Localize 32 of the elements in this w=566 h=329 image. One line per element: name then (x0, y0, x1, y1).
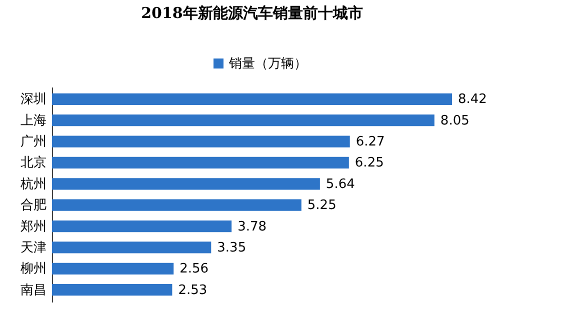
data-label: 2.53 (178, 282, 208, 298)
data-label: 5.64 (326, 176, 355, 192)
bar (52, 178, 320, 190)
bar (52, 136, 350, 148)
chart-title: 2018年新能源汽车销量前十城市 (141, 4, 363, 22)
y-tick-label: 广州 (20, 134, 46, 150)
data-label: 3.35 (217, 240, 246, 256)
data-label: 5.25 (307, 198, 336, 214)
data-label: 2.56 (180, 262, 209, 277)
data-label: 8.42 (458, 92, 487, 108)
legend-label: 销量（万辆） (228, 56, 307, 72)
bar (52, 93, 452, 106)
y-tick-label: 深圳 (20, 92, 46, 108)
bar (52, 284, 172, 296)
y-tick-label: 上海 (20, 113, 46, 128)
y-tick-label: 北京 (20, 156, 46, 171)
y-tick-label: 郑州 (20, 219, 46, 234)
bar (52, 114, 434, 126)
y-tick-label: 南昌 (20, 282, 46, 298)
bar (52, 220, 232, 232)
data-label: 3.78 (238, 219, 267, 234)
y-tick-label: 合肥 (20, 198, 46, 214)
bar (52, 199, 302, 211)
bar (52, 242, 212, 254)
y-tick-label: 天津 (20, 240, 46, 256)
data-label: 6.25 (354, 156, 384, 171)
data-label: 6.27 (356, 134, 385, 150)
data-label: 8.05 (440, 113, 470, 128)
y-tick-label: 杭州 (20, 176, 46, 192)
bar (52, 156, 349, 169)
y-tick-label: 柳州 (20, 262, 46, 277)
bar (52, 262, 174, 274)
